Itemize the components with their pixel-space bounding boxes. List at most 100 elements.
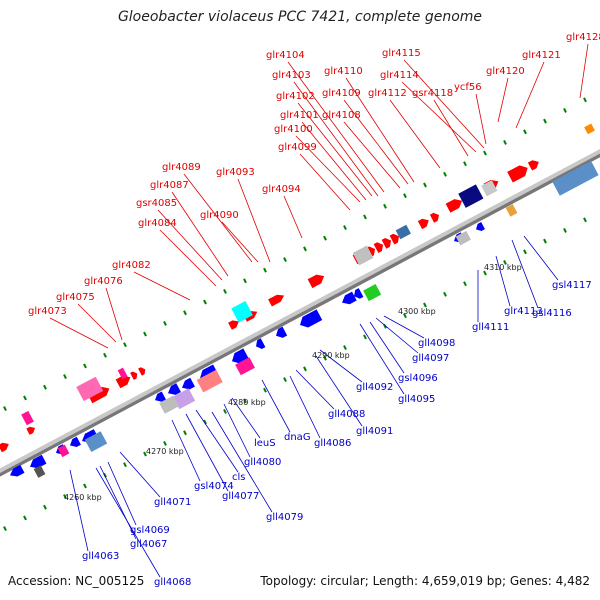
tick-mark bbox=[83, 483, 87, 489]
gene-label-top: glr4090 bbox=[200, 210, 239, 221]
gene-label-top: glr4099 bbox=[278, 142, 317, 153]
gene-label-bottom: gsl4117 bbox=[552, 280, 592, 291]
tick-mark bbox=[123, 342, 127, 348]
gene-label-bottom: gll4067 bbox=[130, 539, 167, 550]
gene-arrow bbox=[87, 386, 110, 404]
kbp-position-label: 4270 kbp bbox=[146, 447, 184, 456]
gene-arrow bbox=[10, 464, 25, 477]
gene-box bbox=[455, 230, 471, 246]
gene-label-bottom: gll4088 bbox=[328, 409, 365, 420]
gene-label-top: glr4075 bbox=[56, 292, 95, 303]
tick-mark bbox=[343, 225, 347, 231]
gene-box bbox=[552, 161, 599, 196]
tick-mark bbox=[343, 345, 347, 351]
gene-label-top: glr4121 bbox=[522, 50, 561, 61]
tick-mark bbox=[563, 108, 567, 113]
gene-box bbox=[481, 180, 498, 197]
gene-arrow bbox=[417, 218, 429, 230]
tick-mark bbox=[243, 278, 247, 284]
tick-mark bbox=[363, 214, 367, 220]
gene-arrow bbox=[507, 165, 528, 183]
tick-mark bbox=[463, 161, 467, 167]
tick-mark bbox=[163, 440, 167, 446]
gene-label-top: glr4108 bbox=[322, 110, 361, 121]
gene-label-bottom: gsl4096 bbox=[398, 373, 438, 384]
tick-track-bottom bbox=[3, 217, 587, 531]
gene-label-top: glr4073 bbox=[28, 306, 67, 317]
tick-mark bbox=[323, 235, 327, 241]
map-title: Gloeobacter violaceus PCC 7421, complete… bbox=[117, 9, 483, 25]
gene-arrow bbox=[228, 320, 239, 330]
tick-mark bbox=[43, 384, 47, 390]
gene-box bbox=[117, 367, 128, 380]
gene-label-bottom: gll4071 bbox=[154, 497, 191, 508]
gene-label-bottom: gll4080 bbox=[244, 457, 281, 468]
gene-label-top: glr4104 bbox=[266, 50, 305, 61]
tick-mark bbox=[203, 419, 207, 425]
gene-label-top: glr4109 bbox=[322, 88, 361, 99]
genome-summary: Topology: circular; Length: 4,659,019 bp… bbox=[260, 574, 590, 588]
tick-mark bbox=[503, 139, 507, 145]
tick-mark bbox=[283, 377, 287, 382]
label-leader-lines bbox=[49, 43, 589, 578]
gene-box bbox=[172, 388, 196, 410]
tick-mark bbox=[543, 118, 547, 124]
gene-arrow bbox=[30, 454, 47, 469]
kbp-position-label: 4300 kbp bbox=[398, 307, 436, 316]
tick-mark bbox=[23, 395, 27, 401]
gene-label-top: glr4112 bbox=[368, 88, 407, 99]
gene-label-top: glr4114 bbox=[380, 70, 419, 81]
gene-label-bottom: gll4095 bbox=[398, 394, 435, 405]
gene-box bbox=[584, 123, 595, 135]
tick-mark bbox=[163, 320, 167, 326]
gene-box bbox=[231, 301, 253, 323]
tick-mark bbox=[483, 150, 487, 156]
gene-label-top: glr4115 bbox=[382, 48, 421, 59]
gene-label-bottom: dnaG bbox=[284, 432, 311, 443]
tick-mark bbox=[103, 352, 107, 358]
tick-mark bbox=[263, 267, 267, 273]
tick-mark bbox=[383, 203, 387, 209]
tick-mark bbox=[303, 366, 307, 372]
tick-mark bbox=[23, 515, 27, 521]
gene-label-bottom: gll4098 bbox=[418, 338, 455, 349]
tick-mark bbox=[423, 302, 427, 308]
tick-mark bbox=[583, 97, 587, 103]
tick-mark bbox=[63, 374, 67, 380]
gene-arrow bbox=[182, 377, 195, 390]
gene-label-bottom: gll4068 bbox=[154, 577, 191, 588]
gene-arrow bbox=[527, 160, 539, 171]
gene-arrow bbox=[429, 212, 440, 223]
gene-label-top: glr4101 bbox=[280, 110, 319, 121]
gene-label-top: glr4128 bbox=[566, 32, 600, 43]
tick-mark bbox=[463, 281, 467, 287]
tick-mark bbox=[523, 129, 527, 135]
gene-label-bottom: gll4091 bbox=[356, 426, 393, 437]
gene-label-bottom: gsl4074 bbox=[194, 481, 234, 492]
tick-mark bbox=[183, 430, 187, 436]
gene-arrow bbox=[256, 338, 266, 349]
gene-label-top: glr4084 bbox=[138, 218, 177, 229]
gene-arrow bbox=[445, 199, 463, 213]
tick-mark bbox=[3, 406, 7, 411]
gene-arrow bbox=[168, 383, 181, 395]
tick-mark bbox=[3, 526, 7, 531]
gene-box bbox=[21, 410, 34, 426]
gene-box bbox=[235, 357, 255, 376]
gene-box bbox=[33, 465, 46, 478]
tick-mark bbox=[403, 313, 407, 319]
gene-label-bottom: glr4113 bbox=[504, 306, 543, 317]
tick-mark bbox=[483, 270, 487, 276]
gene-label-top: glr4120 bbox=[486, 66, 525, 77]
tick-mark bbox=[63, 494, 67, 500]
tick-mark bbox=[243, 398, 247, 404]
kbp-position-label: 4280 kbp bbox=[228, 398, 266, 407]
gene-label-bottom: gll4063 bbox=[82, 551, 119, 562]
gene-box bbox=[458, 184, 484, 208]
gene-box bbox=[505, 204, 518, 217]
tick-mark bbox=[183, 310, 187, 316]
gene-box bbox=[159, 395, 179, 414]
tick-track-top bbox=[3, 97, 587, 411]
gene-label-bottom: gsl4069 bbox=[130, 525, 170, 536]
